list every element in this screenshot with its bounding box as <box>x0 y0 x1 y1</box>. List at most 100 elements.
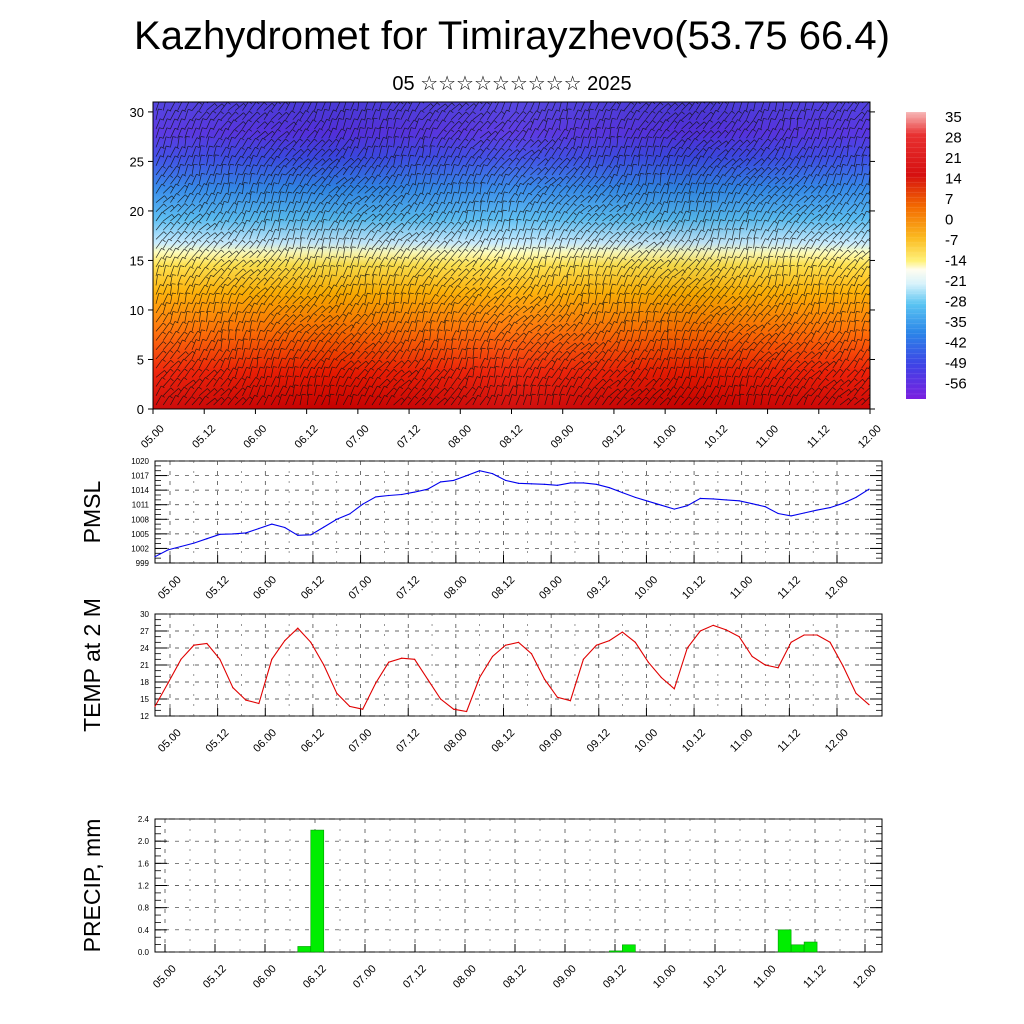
precip-x-tick-label: 12.00 <box>851 963 879 991</box>
pmsl-data-point <box>440 481 442 483</box>
y-tick-label: 15 <box>130 253 144 268</box>
temp-data-point <box>803 634 805 636</box>
temp-data-point <box>388 661 390 663</box>
pmsl-data-point <box>790 515 792 517</box>
temp-data-point <box>180 658 182 660</box>
temp-data-point <box>543 678 546 680</box>
pmsl-data-point <box>868 488 870 490</box>
pmsl-data-point <box>712 498 714 500</box>
temp-x-tick-label: 09.12 <box>585 727 613 755</box>
temp-y-tick-label: 15 <box>140 695 149 704</box>
temp-data-point <box>647 661 649 663</box>
pmsl-x-tick-label: 05.00 <box>156 574 184 602</box>
temp-data-point <box>167 682 169 684</box>
pmsl-data-point <box>271 523 273 525</box>
temp-data-point <box>595 644 597 646</box>
temp-x-tick-label: 07.00 <box>346 727 374 755</box>
precip-x-tick-label: 05.12 <box>201 963 229 991</box>
pmsl-data-point <box>608 487 610 489</box>
pmsl-data-point <box>660 504 662 506</box>
cross-section-panel: 0 5 10 15 20 25 30 05.00 05.12 06.00 06.12 07.00 07.… <box>130 101 967 451</box>
pmsl-data-point <box>556 484 559 486</box>
precip-bar <box>777 929 792 953</box>
temp-x-tick-label: 08.12 <box>489 727 517 755</box>
temp-series-line <box>154 624 870 713</box>
chart-subtitle: 05 ☆☆☆☆☆☆☆☆☆ 2025 <box>392 73 632 95</box>
precip-y-tick-label: 0.8 <box>138 904 150 913</box>
pmsl-x-tick-label: 07.00 <box>346 574 374 602</box>
temp-panel: 30 27 24 21 18 15 12 05.00 05.12 06.00 06.12 07.00 0… <box>79 598 883 755</box>
temp-x-tick-label: 09.00 <box>537 727 565 755</box>
pmsl-data-point <box>803 512 805 514</box>
y-tick-label: 25 <box>130 154 144 169</box>
temp-data-point <box>297 627 299 629</box>
temp-data-point <box>738 636 740 638</box>
pmsl-panel: 1020 1017 1014 1011 1008 1005 1002 999 05.00 05.1… <box>79 457 883 602</box>
pmsl-y-tick-label: 1014 <box>131 486 149 495</box>
x-tick-label: 05.00 <box>139 423 167 451</box>
y-tick-label: 10 <box>130 303 144 318</box>
temp-data-point <box>219 658 221 660</box>
precip-axis-label: PRECIP, mm <box>79 819 105 953</box>
pmsl-data-point <box>699 497 701 499</box>
temp-data-point <box>842 665 844 667</box>
pmsl-data-point <box>634 496 636 499</box>
temp-data-point <box>829 641 831 643</box>
temp-data-point <box>154 705 156 707</box>
temp-x-tick-label: 08.00 <box>442 727 470 755</box>
x-tick-label: 09.00 <box>549 423 577 451</box>
pmsl-data-point <box>452 479 455 482</box>
temp-data-point <box>465 710 468 713</box>
pmsl-data-point <box>154 556 156 558</box>
colorbar-label: -21 <box>945 273 967 290</box>
temp-data-point <box>349 705 351 707</box>
temp-y-tick-label: 21 <box>140 661 149 670</box>
temp-data-point <box>284 640 286 642</box>
temp-data-point <box>699 630 701 632</box>
temp-y-tick-label: 30 <box>140 610 149 619</box>
precip-panel: 2.4 2.0 1.6 1.2 0.8 0.4 0.005.00 05.12 06.00 06.1… <box>79 815 883 991</box>
precip-x-tick-label: 06.00 <box>251 963 279 991</box>
temp-data-point <box>310 641 312 643</box>
pmsl-data-point <box>582 482 585 484</box>
pmsl-y-tick-label: 1011 <box>132 501 150 510</box>
temp-data-point <box>582 658 585 660</box>
temp-data-point <box>673 688 675 690</box>
temp-data-point <box>504 644 507 646</box>
pmsl-data-point <box>569 482 572 484</box>
precip-x-tick-label: 10.00 <box>651 963 679 991</box>
colorbar-label: 21 <box>945 150 962 167</box>
pmsl-data-point <box>543 483 546 485</box>
precip-y-tick-label: 1.6 <box>138 859 150 868</box>
pmsl-data-point <box>167 549 169 551</box>
temp-data-point <box>712 624 714 626</box>
pmsl-x-tick-label: 05.12 <box>204 574 232 602</box>
temp-data-point <box>440 698 442 700</box>
colorbar-label: -49 <box>945 355 967 372</box>
y-tick-label: 20 <box>130 204 144 219</box>
precip-y-tick-label: 2.0 <box>138 837 150 846</box>
temp-data-point <box>608 640 610 642</box>
pmsl-data-point <box>764 506 766 508</box>
temp-data-point <box>427 678 429 680</box>
precip-x-tick-label: 09.00 <box>551 963 579 991</box>
x-tick-label: 10.00 <box>651 423 679 451</box>
y-tick-label: 5 <box>137 352 144 367</box>
x-tick-label: 05.12 <box>190 423 218 451</box>
colorbar <box>906 112 926 399</box>
temp-x-tick-label: 10.00 <box>632 727 660 755</box>
pmsl-data-point <box>478 470 481 472</box>
precip-x-tick-label: 07.00 <box>351 963 379 991</box>
colorbar-label: 35 <box>945 109 962 126</box>
precip-x-tick-label: 09.12 <box>601 963 629 991</box>
pmsl-x-tick-label: 10.00 <box>632 574 660 602</box>
temp-data-point <box>362 708 364 710</box>
temp-data-point <box>621 631 623 633</box>
temp-y-tick-label: 12 <box>140 712 149 721</box>
pmsl-axis-label: PMSL <box>79 480 105 543</box>
temp-axis-label: TEMP at 2 M <box>79 598 105 732</box>
pmsl-data-point <box>284 526 286 529</box>
colorbar-label: 7 <box>945 191 953 208</box>
pmsl-data-point <box>427 488 429 490</box>
